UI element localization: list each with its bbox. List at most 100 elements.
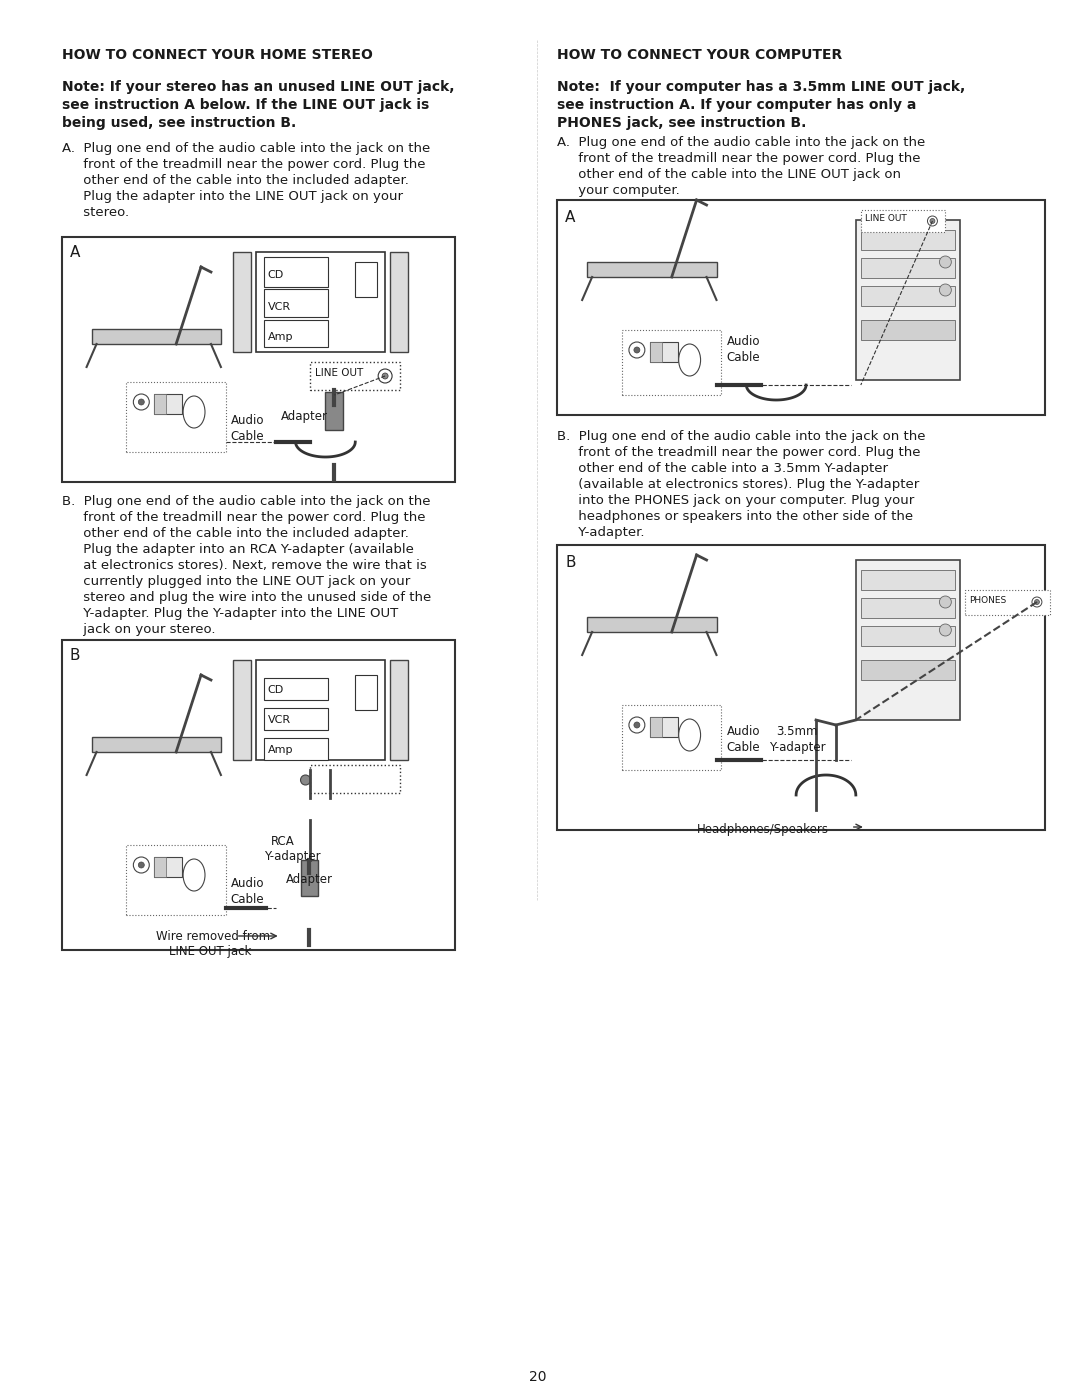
Text: Y-adapter. Plug the Y-adapter into the LINE OUT: Y-adapter. Plug the Y-adapter into the L… xyxy=(62,608,397,620)
Bar xyxy=(256,659,386,760)
Circle shape xyxy=(133,394,149,409)
Text: VCR: VCR xyxy=(268,715,291,725)
Circle shape xyxy=(629,342,645,358)
Bar xyxy=(154,394,183,414)
Bar xyxy=(650,342,662,362)
Text: Y-adapter.: Y-adapter. xyxy=(557,527,645,539)
Bar xyxy=(861,258,956,278)
Bar xyxy=(622,705,721,770)
Bar xyxy=(861,231,956,250)
Text: PHONES: PHONES xyxy=(969,597,1007,605)
Text: LINE OUT: LINE OUT xyxy=(865,214,906,224)
Text: see instruction A below. If the LINE OUT jack is: see instruction A below. If the LINE OUT… xyxy=(62,98,429,112)
Bar xyxy=(62,640,455,950)
Text: Audio: Audio xyxy=(231,877,265,890)
Bar xyxy=(300,861,319,895)
Circle shape xyxy=(138,862,145,868)
Bar xyxy=(650,717,677,738)
Text: Note: If your stereo has an unused LINE OUT jack,: Note: If your stereo has an unused LINE … xyxy=(62,80,455,94)
Text: jack on your stereo.: jack on your stereo. xyxy=(62,623,215,636)
Text: being used, see instruction B.: being used, see instruction B. xyxy=(62,116,296,130)
Bar xyxy=(355,675,377,710)
Bar xyxy=(557,545,1044,830)
Bar xyxy=(264,708,328,731)
Text: HOW TO CONNECT YOUR HOME STEREO: HOW TO CONNECT YOUR HOME STEREO xyxy=(62,47,373,61)
Bar xyxy=(62,237,455,482)
Text: other end of the cable into the included adapter.: other end of the cable into the included… xyxy=(62,527,408,541)
Circle shape xyxy=(629,717,645,733)
Bar xyxy=(233,251,251,352)
Circle shape xyxy=(1032,597,1042,608)
Bar xyxy=(154,856,166,877)
Bar xyxy=(310,362,400,390)
Text: currently plugged into the LINE OUT jack on your: currently plugged into the LINE OUT jack… xyxy=(62,576,410,588)
Bar xyxy=(855,219,960,380)
Bar xyxy=(557,200,1044,415)
Circle shape xyxy=(138,400,145,405)
Bar xyxy=(92,738,221,752)
Bar xyxy=(126,381,226,453)
Text: Note:  If your computer has a 3.5mm LINE OUT jack,: Note: If your computer has a 3.5mm LINE … xyxy=(557,80,966,94)
Circle shape xyxy=(634,722,639,728)
Text: (available at electronics stores). Plug the Y-adapter: (available at electronics stores). Plug … xyxy=(557,478,919,490)
Bar xyxy=(233,659,251,760)
Text: your computer.: your computer. xyxy=(557,184,680,197)
Bar xyxy=(861,659,956,680)
Text: Plug the adapter into the LINE OUT jack on your: Plug the adapter into the LINE OUT jack … xyxy=(62,190,403,203)
Text: Cable: Cable xyxy=(727,740,760,754)
Text: front of the treadmill near the power cord. Plug the: front of the treadmill near the power co… xyxy=(62,158,426,170)
Bar xyxy=(264,257,328,286)
Bar xyxy=(264,289,328,317)
Bar xyxy=(264,738,328,760)
Text: A.  Plug one end of the audio cable into the jack on the: A. Plug one end of the audio cable into … xyxy=(557,136,926,149)
Bar xyxy=(861,570,956,590)
Bar xyxy=(966,590,1050,615)
Text: Audio: Audio xyxy=(727,335,760,348)
Text: see instruction A. If your computer has only a: see instruction A. If your computer has … xyxy=(557,98,917,112)
Circle shape xyxy=(940,597,951,608)
Circle shape xyxy=(928,217,937,226)
Text: other end of the cable into the included adapter.: other end of the cable into the included… xyxy=(62,175,408,187)
Text: Amp: Amp xyxy=(268,745,293,754)
Text: B: B xyxy=(565,555,576,570)
Bar xyxy=(650,717,662,738)
Bar xyxy=(325,393,343,430)
Text: A: A xyxy=(69,244,80,260)
Text: front of the treadmill near the power cord. Plug the: front of the treadmill near the power co… xyxy=(62,511,426,524)
Bar xyxy=(390,659,408,760)
Text: Plug the adapter into an RCA Y-adapter (available: Plug the adapter into an RCA Y-adapter (… xyxy=(62,543,414,556)
Text: 3.5mm: 3.5mm xyxy=(777,725,818,738)
Text: Y-adapter: Y-adapter xyxy=(769,740,826,754)
Bar xyxy=(256,251,386,352)
Bar xyxy=(861,598,956,617)
Bar xyxy=(154,856,183,877)
Text: stereo and plug the wire into the unused side of the: stereo and plug the wire into the unused… xyxy=(62,591,431,604)
Bar xyxy=(861,626,956,645)
Circle shape xyxy=(321,775,330,785)
Text: VCR: VCR xyxy=(268,302,291,312)
Text: RCA: RCA xyxy=(271,835,295,848)
Bar xyxy=(310,766,400,793)
Text: stereo.: stereo. xyxy=(62,205,129,219)
Text: Adapter: Adapter xyxy=(281,409,327,423)
Bar xyxy=(264,320,328,346)
Bar xyxy=(861,286,956,306)
Text: Cable: Cable xyxy=(727,351,760,365)
Bar xyxy=(126,845,226,915)
Text: LINE OUT jack: LINE OUT jack xyxy=(170,944,252,958)
Bar xyxy=(588,617,716,631)
Circle shape xyxy=(930,218,935,224)
Ellipse shape xyxy=(678,344,701,376)
Text: at electronics stores). Next, remove the wire that is: at electronics stores). Next, remove the… xyxy=(62,559,427,571)
Circle shape xyxy=(634,346,639,353)
Bar xyxy=(588,263,716,277)
Text: Audio: Audio xyxy=(727,725,760,738)
Circle shape xyxy=(133,856,149,873)
Text: Audio: Audio xyxy=(231,414,265,427)
Bar xyxy=(390,251,408,352)
Text: CD: CD xyxy=(268,685,284,694)
Circle shape xyxy=(940,624,951,636)
Bar xyxy=(154,394,166,414)
Text: B.  Plug one end of the audio cable into the jack on the: B. Plug one end of the audio cable into … xyxy=(557,430,926,443)
Circle shape xyxy=(940,256,951,268)
